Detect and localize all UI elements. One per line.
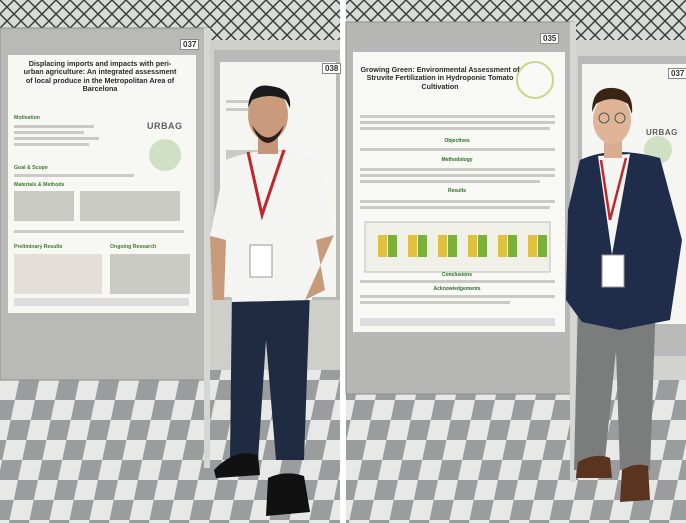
right-photo bbox=[345, 0, 686, 523]
poster-number: 037 bbox=[180, 39, 200, 51]
poster-section: Goal & Scope bbox=[14, 165, 48, 171]
poster-number: 037 bbox=[668, 68, 686, 80]
poster-section: Conclusions bbox=[441, 272, 472, 278]
left-photo bbox=[0, 0, 340, 523]
poster-section: Preliminary Results bbox=[14, 244, 63, 250]
poster-logo: URBAG bbox=[646, 128, 678, 137]
poster-number: 038 bbox=[322, 63, 342, 75]
poster-title: Growing Green: Environmental Assessment … bbox=[360, 65, 520, 91]
poster-section: Results bbox=[447, 188, 467, 194]
poster-section: Methodology bbox=[441, 157, 473, 163]
poster-section: Materials & Methods bbox=[14, 182, 65, 188]
poster-section: Ongoing Research bbox=[110, 244, 157, 250]
poster-number: 035 bbox=[540, 33, 560, 45]
poster-title: Displacing imports and impacts with peri… bbox=[23, 59, 177, 93]
poster-logo: URBAG bbox=[147, 121, 183, 131]
person-right bbox=[566, 87, 682, 502]
person-left bbox=[210, 85, 334, 516]
poster-section: Objectives bbox=[444, 138, 470, 144]
poster-section: Motivation bbox=[14, 115, 40, 121]
poster-section: Acknowledgements bbox=[433, 286, 481, 292]
